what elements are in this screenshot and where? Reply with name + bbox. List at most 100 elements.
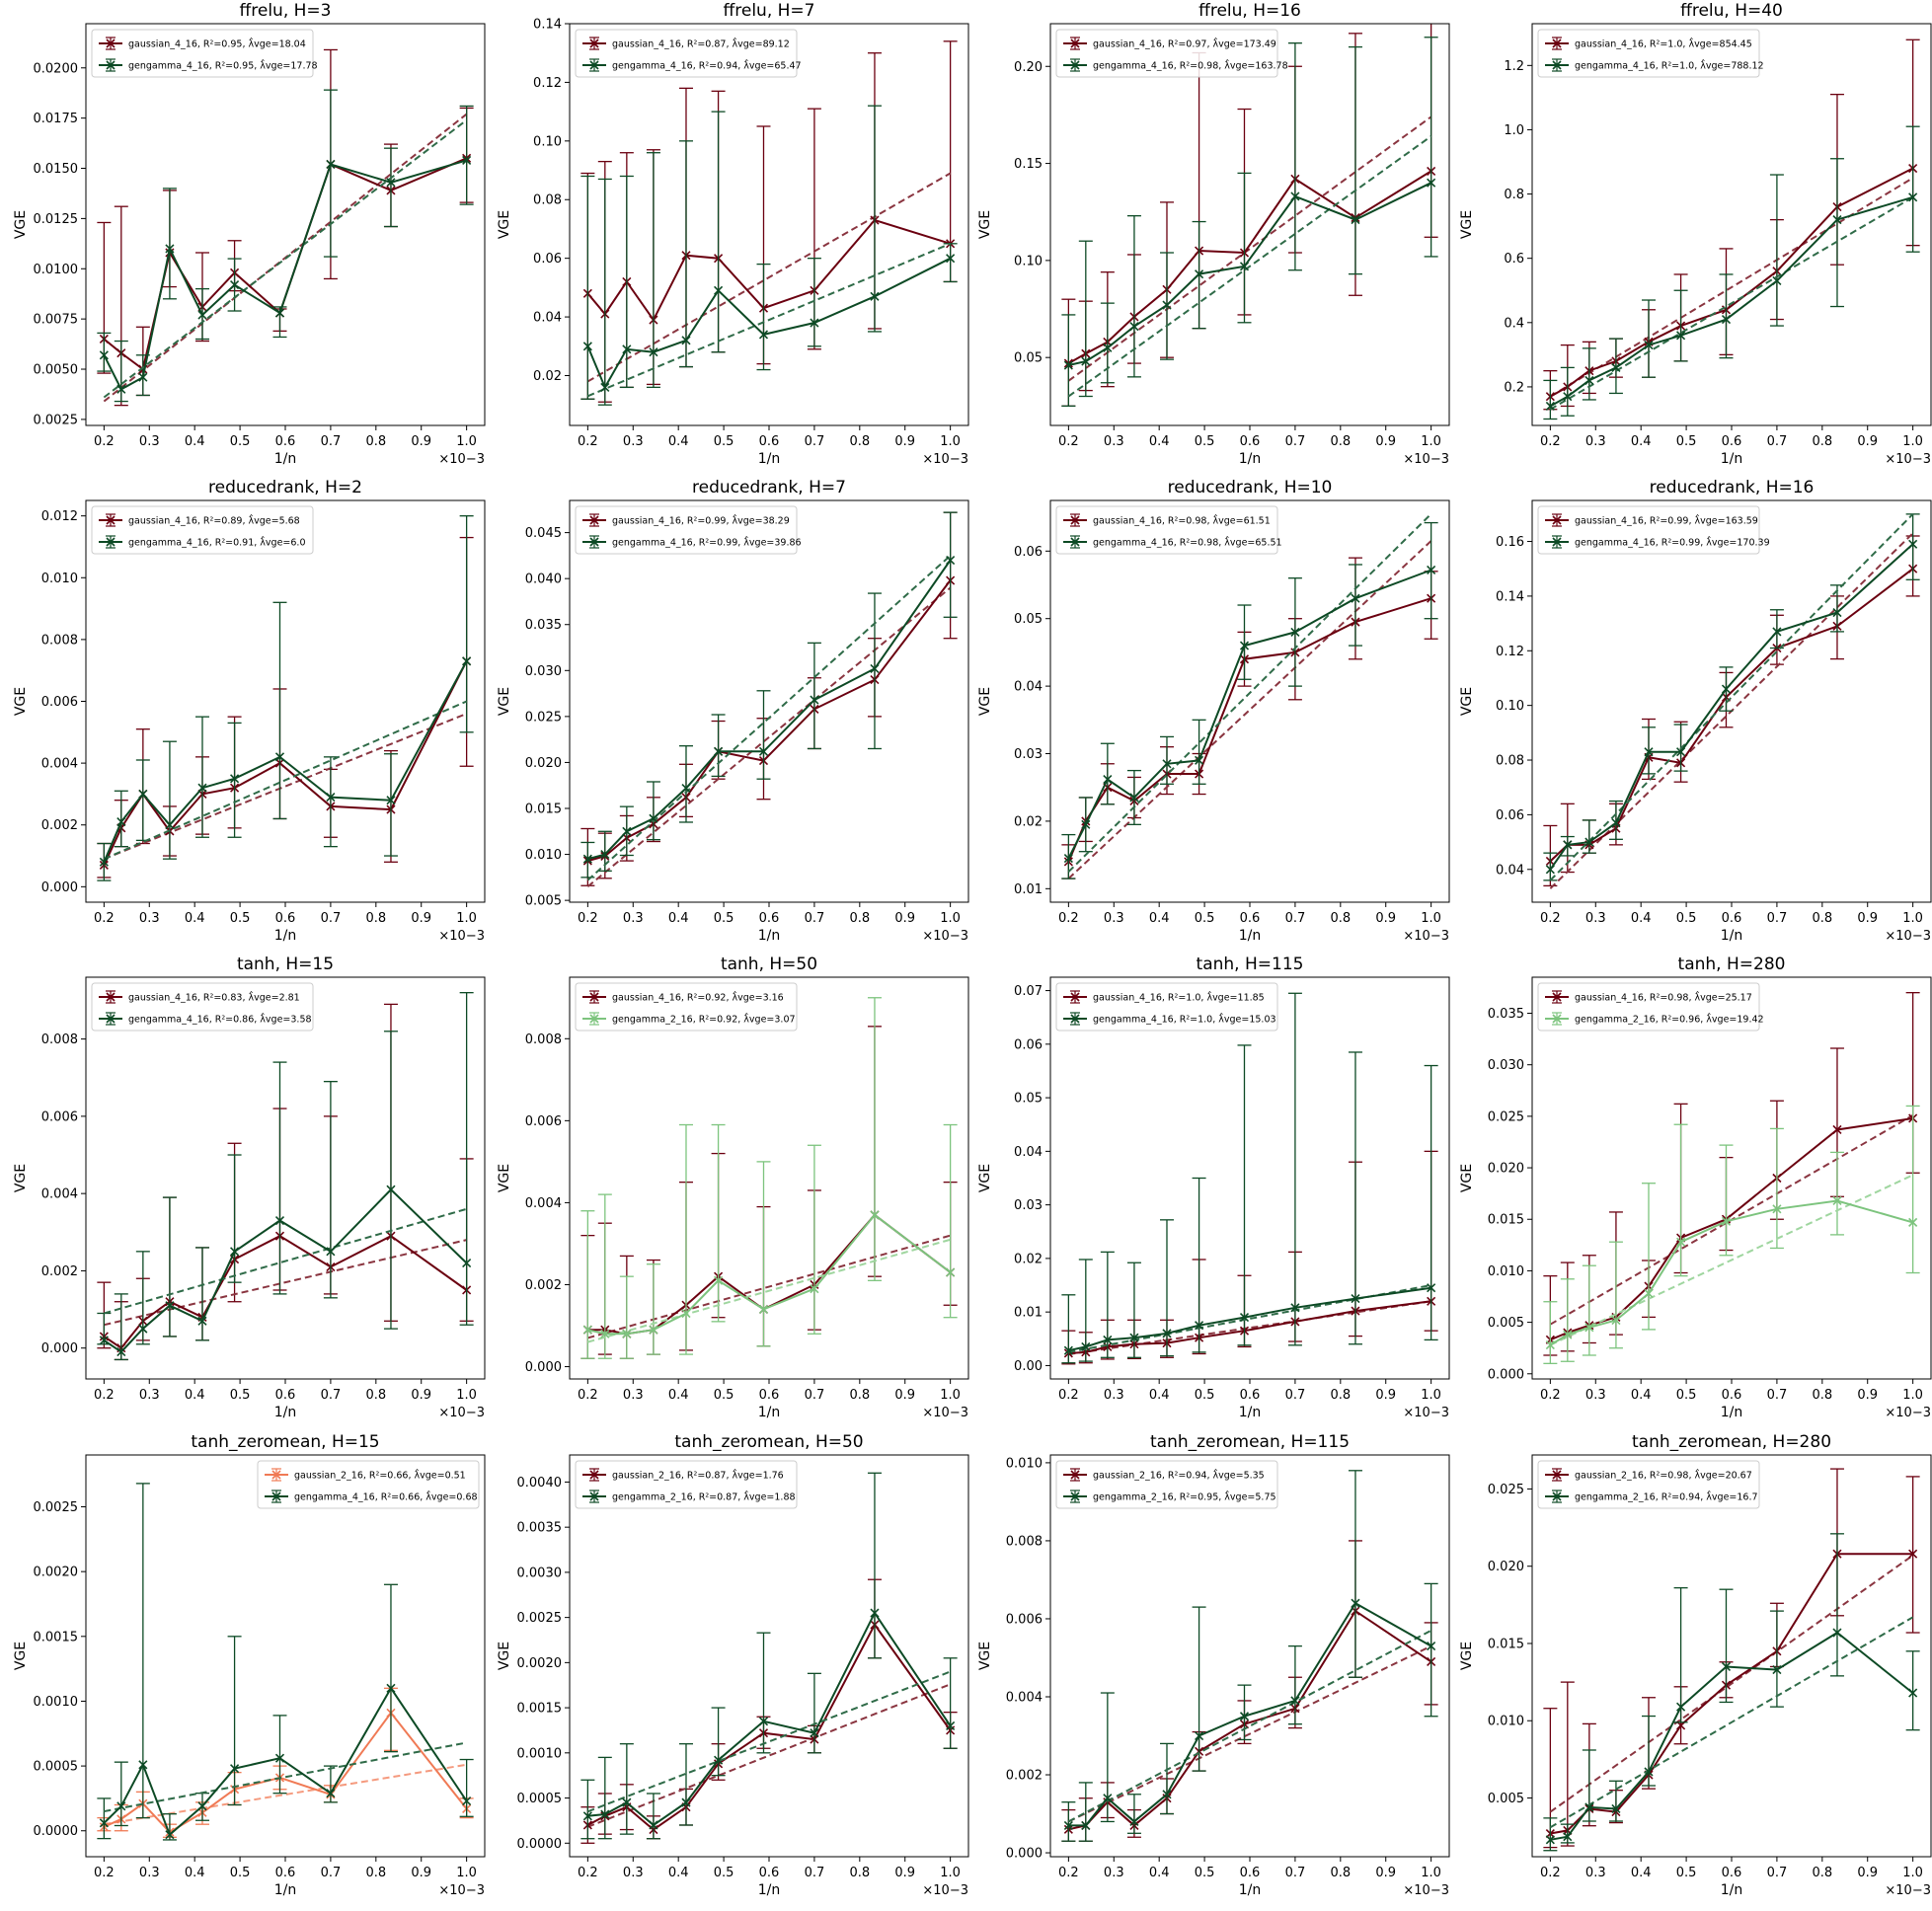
x-tick-label: 0.7 [321,911,342,926]
plot-area [1061,24,1438,407]
x-axis-multiplier: ×10−3 [922,1406,968,1420]
series-0 [1543,38,1920,411]
y-tick-label: 0.0025 [34,1500,79,1515]
x-tick-label: 0.4 [668,1388,689,1403]
fit-line [1549,195,1914,411]
series-1 [1061,992,1438,1364]
y-tick-label: 0.0005 [34,1760,79,1775]
data-point-marker [1721,1216,1732,1226]
axes-frame [1531,499,1932,903]
y-tick-label: 0.02 [533,369,562,384]
y-tick-label: 0.025 [525,710,562,725]
x-tick-label: 0.6 [275,1866,296,1880]
subplot-title: tanh, H=280 [1678,955,1786,974]
x-tick-label: 1.0 [940,1866,961,1880]
fit-line [103,118,468,399]
y-tick-label: 0.0020 [34,1566,79,1580]
y-tick-label: 0.000 [525,1360,562,1375]
legend-box [1537,1460,1760,1509]
y-tick-label: 0.010 [41,572,78,586]
legend-label: gaussian_4_16, R²=0.89, λ̂vge=5.68 [128,514,300,527]
axes-frame [85,499,486,903]
legend-marker [1070,1014,1080,1024]
data-point-marker [1081,1341,1091,1352]
subplot-13: tanh_zeromean, H=50 0.2 0.3 0.4 0.5 0.6 0.7 0.8… [497,1432,969,1898]
fit-line [586,242,952,398]
y-tick-label: 1.0 [1504,123,1524,138]
y-tick-label: 0.030 [525,664,562,679]
data-point-marker [1908,1688,1918,1698]
plot-area [97,48,474,407]
data-point-marker [1644,747,1654,757]
y-axis-label: VGE [1459,687,1475,716]
x-tick-label: 0.7 [1285,434,1306,449]
y-tick-label: 0.05 [1014,612,1043,627]
y-tick-label: 0.012 [41,509,78,524]
legend-label: gengamma_2_16, R²=0.96, λ̂vge=19.42 [1575,1013,1764,1026]
x-tick-label: 0.5 [1676,911,1697,926]
y-tick-label: 0.04 [533,311,562,326]
fit-line [587,1234,951,1339]
x-tick-label: 0.5 [1195,1388,1215,1403]
x-tick-label: 0.3 [139,1866,160,1880]
y-axis-label: VGE [1459,210,1475,239]
data-point-marker [600,850,610,860]
data-point-marker [1103,774,1113,785]
subplot-title: ffrelu, H=16 [1198,1,1301,21]
fit-line [1067,135,1432,398]
series-line [1549,543,1914,871]
x-tick-label: 0.5 [714,1866,734,1880]
data-point-marker [1644,1767,1654,1777]
axes-frame [85,1454,486,1858]
fit-line [1067,1644,1432,1823]
axes-frame [1531,1454,1932,1858]
x-tick-label: 0.2 [1058,1388,1079,1403]
y-tick-label: 0.00 [1014,1359,1043,1374]
subplot-title: reducedrank, H=10 [1168,478,1333,497]
data-point-marker [600,1809,610,1819]
y-tick-label: 0.01 [1014,1306,1043,1321]
x-tick-label: 0.5 [714,911,734,926]
x-tick-label: 0.6 [275,1388,296,1403]
y-tick-label: 0.04 [1496,863,1524,878]
plot-area [97,515,474,881]
data-point-marker [116,817,126,827]
series-1 [580,105,958,406]
x-tick-label: 0.4 [668,434,689,449]
axes-frame [1531,23,1932,426]
data-point-marker [99,1818,109,1828]
legend: gaussian_4_16, R²=0.97, λ̂vge=173.49 geng… [1055,29,1288,78]
data-point-marker [1772,1665,1782,1675]
plot-area [1543,1468,1920,1852]
legend-marker [1552,992,1562,1002]
y-tick-label: 0.8 [1504,188,1524,202]
x-tick-label: 0.2 [578,1866,598,1880]
y-tick-label: 0.06 [533,252,562,267]
fit-line [1549,1554,1914,1813]
legend-label: gaussian_2_16, R²=0.87, λ̂vge=1.76 [612,1469,784,1482]
subplot-3: ffrelu, H=40 0.2 0.3 0.4 0.5 0.6 0.7 0.8 0.9 1.0 0… [1459,1,1932,467]
plot-area [580,40,958,406]
y-tick-label: 0.0020 [517,1656,563,1671]
series-line [1550,1117,1913,1341]
legend-marker [1552,38,1562,48]
legend-label: gengamma_2_16, R²=0.92, λ̂vge=3.07 [612,1013,796,1026]
legend-label: gaussian_4_16, R²=0.98, λ̂vge=25.17 [1575,991,1752,1004]
fit-line [104,1239,467,1327]
legend-label: gengamma_4_16, R²=0.86, λ̂vge=3.58 [128,1013,312,1026]
x-tick-label: 0.8 [849,1866,870,1880]
y-tick-label: 0.040 [525,573,562,587]
legend-marker [1552,60,1562,70]
x-tick-label: 0.2 [94,434,115,449]
legend-label: gengamma_4_16, R²=0.98, λ̂vge=65.51 [1093,536,1282,549]
x-tick-label: 0.9 [894,434,915,449]
y-tick-label: 0.14 [533,18,562,33]
y-tick-label: 0.015 [1488,1213,1524,1228]
x-axis-multiplier: ×10−3 [438,452,485,467]
y-axis-label: VGE [977,687,993,716]
data-point-marker [600,1329,610,1338]
y-tick-label: 0.010 [1488,1715,1524,1729]
series-0 [1543,992,1920,1356]
legend-marker [1070,537,1080,547]
legend-marker [106,1014,116,1024]
